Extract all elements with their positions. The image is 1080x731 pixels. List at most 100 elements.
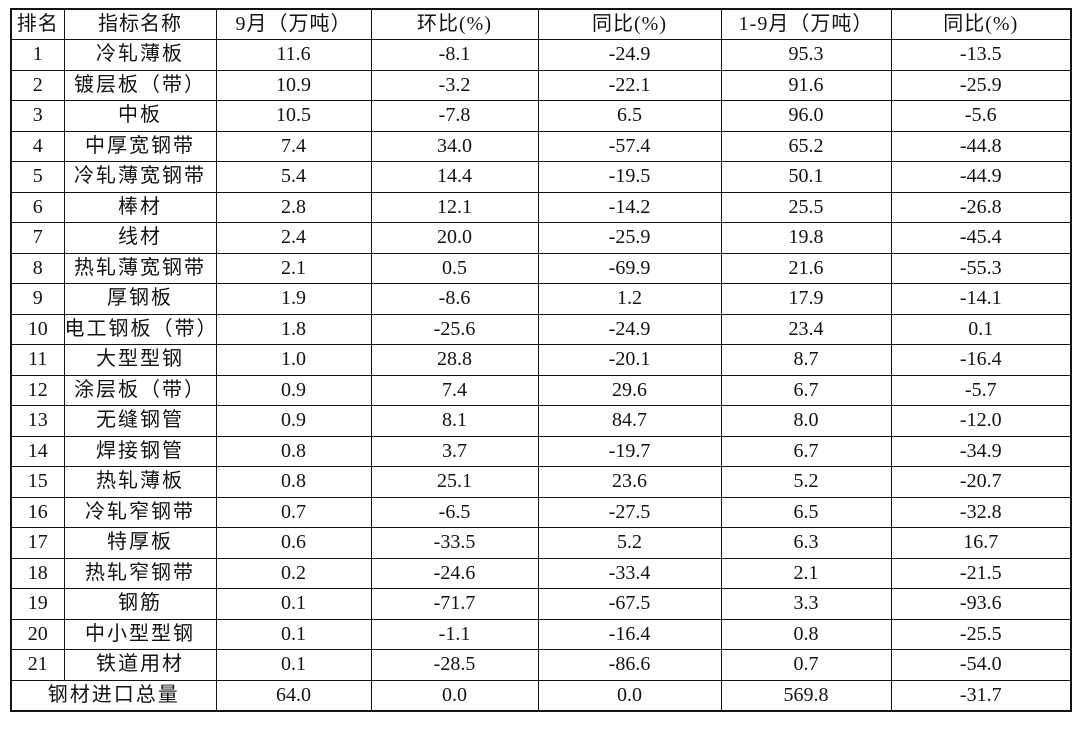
rank-cell: 20 [10, 618, 65, 650]
value-cell: 1.0 [215, 344, 372, 376]
value-cell: 50.1 [720, 161, 892, 193]
value-cell: 0.1 [215, 588, 372, 620]
total-value-cell: 0.0 [537, 679, 722, 711]
value-cell: -34.9 [890, 435, 1072, 467]
value-cell: -8.1 [370, 39, 539, 71]
value-cell: -20.7 [890, 466, 1072, 498]
value-cell: -44.9 [890, 161, 1072, 193]
value-cell: 3.7 [370, 435, 539, 467]
value-cell: 0.9 [215, 374, 372, 406]
value-cell: -33.4 [537, 557, 722, 589]
value-cell: 29.6 [537, 374, 722, 406]
table-row: 15 热轧薄板 0.8 25.1 23.6 5.2 -20.7 [10, 466, 1072, 498]
value-cell: -93.6 [890, 588, 1072, 620]
value-cell: 0.5 [370, 252, 539, 284]
value-cell: 6.3 [720, 527, 892, 559]
table-row: 14 焊接钢管 0.8 3.7 -19.7 6.7 -34.9 [10, 435, 1072, 467]
column-header: 同比(%) [890, 8, 1072, 40]
value-cell: -14.2 [537, 191, 722, 223]
value-cell: 84.7 [537, 405, 722, 437]
value-cell: 95.3 [720, 39, 892, 71]
rank-cell: 21 [10, 649, 65, 681]
table-row: 20 中小型型钢 0.1 -1.1 -16.4 0.8 -25.5 [10, 618, 1072, 650]
value-cell: 0.8 [215, 435, 372, 467]
rank-cell: 8 [10, 252, 65, 284]
indicator-name-cell: 中小型型钢 [63, 618, 217, 650]
value-cell: -25.5 [890, 618, 1072, 650]
total-value-cell: 0.0 [370, 679, 539, 711]
value-cell: 0.2 [215, 557, 372, 589]
value-cell: -32.8 [890, 496, 1072, 528]
value-cell: 6.7 [720, 435, 892, 467]
value-cell: -33.5 [370, 527, 539, 559]
value-cell: -20.1 [537, 344, 722, 376]
value-cell: 25.5 [720, 191, 892, 223]
rank-cell: 15 [10, 466, 65, 498]
value-cell: -71.7 [370, 588, 539, 620]
rank-cell: 14 [10, 435, 65, 467]
value-cell: 1.2 [537, 283, 722, 315]
indicator-name-cell: 焊接钢管 [63, 435, 217, 467]
table-row: 6 棒材 2.8 12.1 -14.2 25.5 -26.8 [10, 191, 1072, 223]
table-row: 10 电工钢板（带） 1.8 -25.6 -24.9 23.4 0.1 [10, 313, 1072, 345]
indicator-name-cell: 钢筋 [63, 588, 217, 620]
table-row: 5 冷轧薄宽钢带 5.4 14.4 -19.5 50.1 -44.9 [10, 161, 1072, 193]
value-cell: -25.6 [370, 313, 539, 345]
rank-cell: 6 [10, 191, 65, 223]
indicator-name-cell: 特厚板 [63, 527, 217, 559]
value-cell: -19.7 [537, 435, 722, 467]
indicator-name-cell: 大型型钢 [63, 344, 217, 376]
value-cell: 10.5 [215, 100, 372, 132]
table-row: 12 涂层板（带） 0.9 7.4 29.6 6.7 -5.7 [10, 374, 1072, 406]
table-row: 4 中厚宽钢带 7.4 34.0 -57.4 65.2 -44.8 [10, 130, 1072, 162]
table-row: 21 铁道用材 0.1 -28.5 -86.6 0.7 -54.0 [10, 649, 1072, 681]
table-row: 19 钢筋 0.1 -71.7 -67.5 3.3 -93.6 [10, 588, 1072, 620]
value-cell: 19.8 [720, 222, 892, 254]
rank-cell: 4 [10, 130, 65, 162]
value-cell: 28.8 [370, 344, 539, 376]
table-body: 1 冷轧薄板 11.6 -8.1 -24.9 95.3 -13.5 2 镀层板（带） 10.9 -3… [10, 39, 1072, 681]
total-label-cell: 钢材进口总量 [10, 679, 217, 711]
value-cell: -5.7 [890, 374, 1072, 406]
value-cell: -5.6 [890, 100, 1072, 132]
value-cell: -1.1 [370, 618, 539, 650]
indicator-name-cell: 铁道用材 [63, 649, 217, 681]
column-header: 环比(%) [370, 8, 539, 40]
rank-cell: 5 [10, 161, 65, 193]
value-cell: 5.2 [720, 466, 892, 498]
value-cell: -14.1 [890, 283, 1072, 315]
value-cell: 0.7 [215, 496, 372, 528]
table-header-row: 排名 指标名称 9月（万吨） 环比(%) 同比(%) 1-9月（万吨） 同比(%) [10, 8, 1072, 40]
value-cell: 6.5 [720, 496, 892, 528]
value-cell: -69.9 [537, 252, 722, 284]
value-cell: 25.1 [370, 466, 539, 498]
value-cell: 0.8 [720, 618, 892, 650]
rank-cell: 16 [10, 496, 65, 528]
table-row: 1 冷轧薄板 11.6 -8.1 -24.9 95.3 -13.5 [10, 39, 1072, 71]
rank-cell: 7 [10, 222, 65, 254]
indicator-name-cell: 线材 [63, 222, 217, 254]
table-row: 18 热轧窄钢带 0.2 -24.6 -33.4 2.1 -21.5 [10, 557, 1072, 589]
value-cell: 7.4 [370, 374, 539, 406]
table-row: 16 冷轧窄钢带 0.7 -6.5 -27.5 6.5 -32.8 [10, 496, 1072, 528]
value-cell: -25.9 [890, 69, 1072, 101]
value-cell: 3.3 [720, 588, 892, 620]
total-value-cell: 569.8 [720, 679, 892, 711]
value-cell: -44.8 [890, 130, 1072, 162]
rank-cell: 2 [10, 69, 65, 101]
column-header: 排名 [10, 8, 65, 40]
indicator-name-cell: 冷轧薄板 [63, 39, 217, 71]
value-cell: 8.0 [720, 405, 892, 437]
value-cell: 91.6 [720, 69, 892, 101]
indicator-name-cell: 冷轧窄钢带 [63, 496, 217, 528]
table-row: 9 厚钢板 1.9 -8.6 1.2 17.9 -14.1 [10, 283, 1072, 315]
value-cell: 17.9 [720, 283, 892, 315]
value-cell: 14.4 [370, 161, 539, 193]
value-cell: 5.4 [215, 161, 372, 193]
value-cell: -54.0 [890, 649, 1072, 681]
rank-cell: 18 [10, 557, 65, 589]
value-cell: 7.4 [215, 130, 372, 162]
value-cell: 12.1 [370, 191, 539, 223]
table-row: 8 热轧薄宽钢带 2.1 0.5 -69.9 21.6 -55.3 [10, 252, 1072, 284]
indicator-name-cell: 镀层板（带） [63, 69, 217, 101]
